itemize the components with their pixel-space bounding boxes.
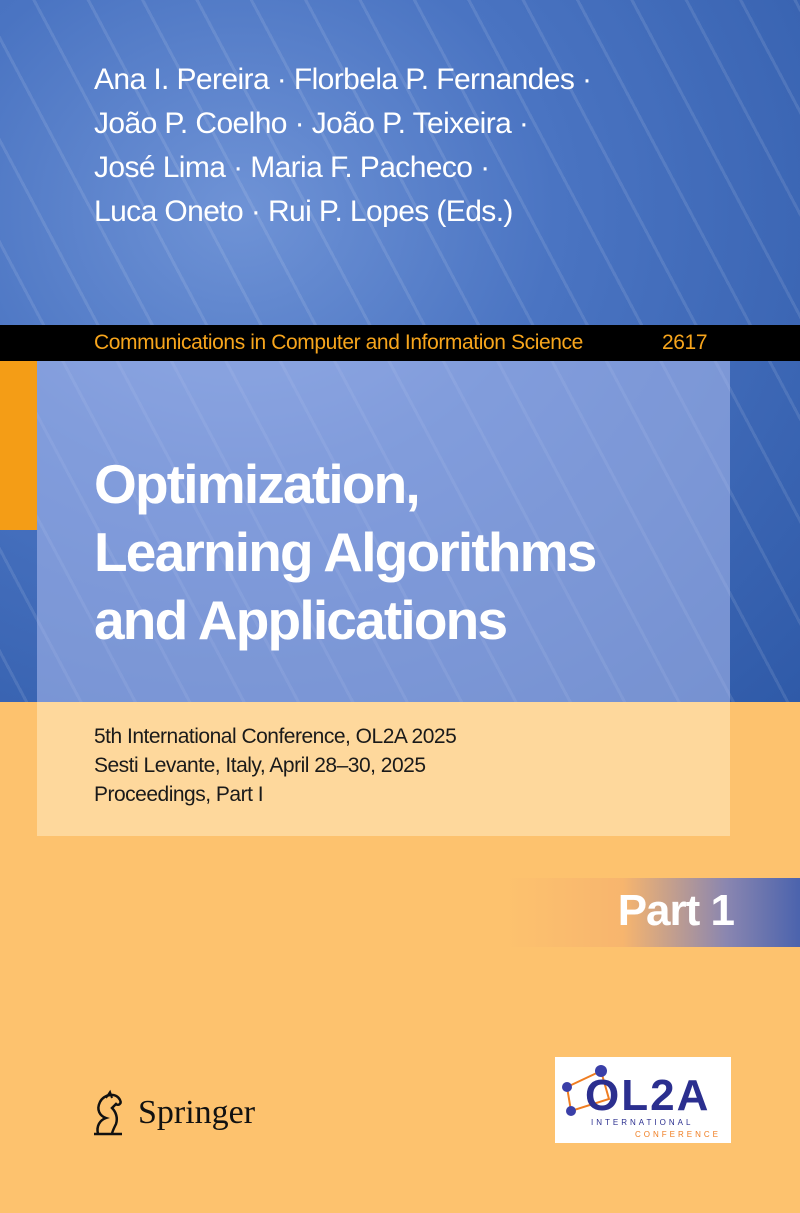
- subtitle-line: Proceedings, Part I: [94, 783, 264, 806]
- conference-acronym: OL2A: [585, 1071, 711, 1120]
- editors-line: Ana I. Pereira · Florbela P. Fernandes ·: [94, 63, 592, 96]
- conference-line1: INTERNATIONAL: [591, 1118, 694, 1127]
- series-bar: Communications in Computer and Informati…: [0, 325, 800, 361]
- conference-logo: OL2A INTERNATIONAL CONFERENCE: [555, 1057, 731, 1143]
- springer-horse-icon: [94, 1089, 122, 1136]
- editors-line: João P. Coelho · João P. Teixeira ·: [94, 107, 529, 140]
- publisher-name: Springer: [138, 1094, 256, 1131]
- title-panel: [37, 361, 730, 702]
- part-banner: Part 1: [505, 878, 800, 947]
- title-line: Optimization,: [94, 453, 421, 515]
- editors-list: Ana I. Pereira · Florbela P. Fernandes ·…: [94, 58, 592, 234]
- subtitle-line: Sesti Levante, Italy, April 28–30, 2025: [94, 754, 426, 777]
- editors-line: Luca Oneto · Rui P. Lopes (Eds.): [94, 195, 513, 228]
- series-name: Communications in Computer and Informati…: [94, 331, 583, 354]
- book-title: Optimization, Learning Algorithms and Ap…: [94, 450, 597, 654]
- book-subtitle: 5th International Conference, OL2A 2025 …: [94, 722, 457, 809]
- accent-tab: [0, 361, 37, 530]
- part-label: Part 1: [617, 886, 735, 935]
- series-number: 2617: [662, 331, 708, 354]
- subtitle-line: 5th International Conference, OL2A 2025: [94, 725, 457, 748]
- editors-line: José Lima · Maria F. Pacheco ·: [94, 151, 490, 184]
- title-line: Learning Algorithms: [94, 521, 597, 583]
- title-line: and Applications: [94, 589, 508, 651]
- conference-line2: CONFERENCE: [635, 1130, 722, 1139]
- publisher-logo: Springer: [86, 1088, 255, 1138]
- subtitle-panel: [37, 702, 730, 836]
- network-nodes-icon: [562, 1065, 611, 1116]
